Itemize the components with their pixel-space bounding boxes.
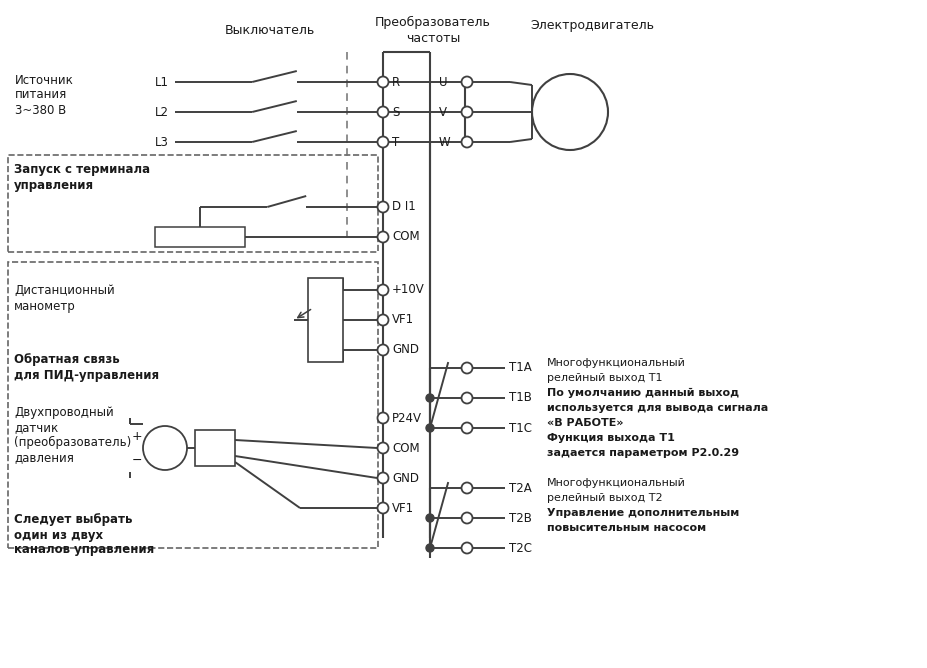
Text: T2B: T2B xyxy=(508,512,531,524)
Circle shape xyxy=(425,544,434,552)
Text: T: T xyxy=(391,136,399,148)
Text: используется для вывода сигнала: используется для вывода сигнала xyxy=(546,403,768,413)
Text: R: R xyxy=(391,75,400,88)
Text: S: S xyxy=(391,106,399,118)
Bar xyxy=(155,227,245,247)
Text: для ПИД-управления: для ПИД-управления xyxy=(14,369,159,383)
Text: Двухпроводный
датчик
(преобразователь)
давления: Двухпроводный датчик (преобразователь) д… xyxy=(14,406,131,464)
Text: −: − xyxy=(132,454,142,466)
Text: релейный выход Т2: релейный выход Т2 xyxy=(546,493,662,503)
Circle shape xyxy=(461,422,472,434)
Circle shape xyxy=(461,542,472,554)
Circle shape xyxy=(461,77,472,88)
Text: управления: управления xyxy=(14,180,94,192)
Circle shape xyxy=(531,74,607,150)
Circle shape xyxy=(461,106,472,118)
Text: Преобразователь: Преобразователь xyxy=(375,15,490,29)
Circle shape xyxy=(461,393,472,403)
Text: VF1: VF1 xyxy=(391,502,413,514)
Circle shape xyxy=(377,232,388,242)
Circle shape xyxy=(425,514,434,522)
Text: P24V: P24V xyxy=(391,411,422,424)
Text: Многофункциональный: Многофункциональный xyxy=(546,358,685,368)
Circle shape xyxy=(377,315,388,325)
Text: U: U xyxy=(438,75,447,88)
Circle shape xyxy=(377,136,388,148)
Circle shape xyxy=(377,202,388,212)
Text: Следует выбрать: Следует выбрать xyxy=(14,514,133,526)
Text: «В РАБОТЕ»: «В РАБОТЕ» xyxy=(546,418,623,428)
Circle shape xyxy=(377,77,388,88)
Circle shape xyxy=(425,424,434,432)
Text: Электродвигатель: Электродвигатель xyxy=(529,19,654,31)
Text: L3: L3 xyxy=(155,136,169,148)
Text: +: + xyxy=(132,430,142,442)
Circle shape xyxy=(461,136,472,148)
Text: GND: GND xyxy=(391,343,419,357)
Circle shape xyxy=(377,472,388,484)
Text: T2C: T2C xyxy=(508,542,531,554)
Circle shape xyxy=(377,442,388,454)
Text: GND: GND xyxy=(391,472,419,484)
Circle shape xyxy=(461,512,472,524)
Text: Источник
питания
3~380 В: Источник питания 3~380 В xyxy=(15,73,74,116)
Bar xyxy=(308,278,343,362)
Text: Запуск с терминала: Запуск с терминала xyxy=(14,164,150,176)
Bar xyxy=(195,430,235,466)
Text: По умолчанию данный выход: По умолчанию данный выход xyxy=(546,388,738,398)
Circle shape xyxy=(377,106,388,118)
Text: Функция выхода Т1: Функция выхода Т1 xyxy=(546,433,674,443)
Text: T2A: T2A xyxy=(508,482,531,494)
Text: каналов управления: каналов управления xyxy=(14,544,154,556)
Circle shape xyxy=(377,345,388,355)
Text: Обратная связь: Обратная связь xyxy=(14,353,120,367)
Text: задается параметром Р2.0.29: задается параметром Р2.0.29 xyxy=(546,448,738,458)
Text: Дистанционный: Дистанционный xyxy=(14,283,115,297)
Text: частоты: частоты xyxy=(405,31,460,45)
Text: +10V: +10V xyxy=(391,283,425,297)
Circle shape xyxy=(377,285,388,295)
Text: COM: COM xyxy=(391,442,419,454)
Circle shape xyxy=(143,426,187,470)
Text: VF1: VF1 xyxy=(391,313,413,327)
Circle shape xyxy=(377,413,388,424)
Text: Выключатель: Выключатель xyxy=(224,23,315,37)
Text: D I1: D I1 xyxy=(391,200,415,214)
Text: релейный выход Т1: релейный выход Т1 xyxy=(546,373,662,383)
Text: L1: L1 xyxy=(155,75,169,88)
Text: повысительным насосом: повысительным насосом xyxy=(546,523,705,533)
Text: T1C: T1C xyxy=(508,422,531,434)
Circle shape xyxy=(461,482,472,494)
Text: V: V xyxy=(438,106,447,118)
Text: W: W xyxy=(438,136,451,148)
Text: один из двух: один из двух xyxy=(14,528,103,542)
Text: манометр: манометр xyxy=(14,301,76,313)
Text: Многофункциональный: Многофункциональный xyxy=(546,478,685,488)
Text: L2: L2 xyxy=(155,106,169,118)
Circle shape xyxy=(377,502,388,514)
Text: T1A: T1A xyxy=(508,361,531,375)
Text: Управление дополнительным: Управление дополнительным xyxy=(546,508,739,518)
Circle shape xyxy=(461,363,472,373)
Text: T1B: T1B xyxy=(508,391,531,405)
Circle shape xyxy=(425,394,434,402)
Text: COM: COM xyxy=(391,230,419,244)
